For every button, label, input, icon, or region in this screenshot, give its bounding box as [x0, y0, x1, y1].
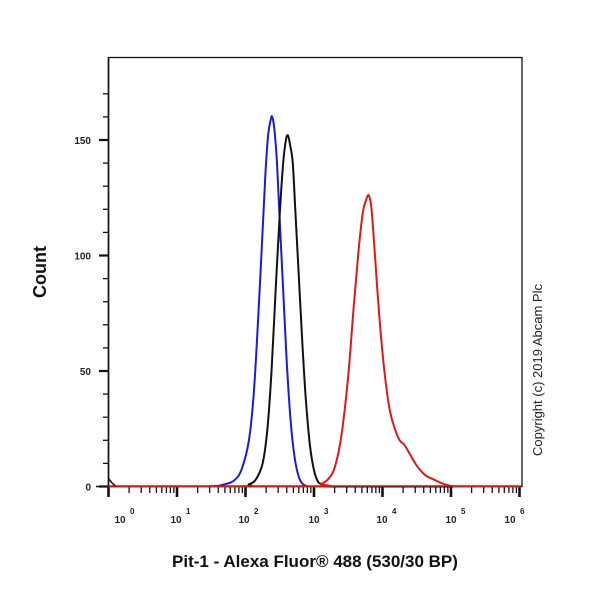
copyright-text: Copyright (c) 2019 Abcam Plc — [530, 284, 545, 456]
series-black-curve — [108, 134, 521, 488]
y-tick-label: 100 — [74, 252, 91, 263]
x-axis-tick-labels: 10 0 10 1 10 2 10 3 10 4 10 5 10 6 — [114, 507, 525, 526]
histogram-series — [107, 115, 521, 488]
x-tick-exponent: 6 — [520, 507, 525, 516]
series-red-curve — [108, 194, 521, 488]
x-tick-exponent: 5 — [461, 507, 466, 516]
x-tick-label: 10 — [114, 515, 126, 526]
y-tick-label: 150 — [74, 136, 91, 147]
y-axis-ticks — [99, 93, 109, 488]
x-tick-exponent: 0 — [130, 507, 135, 516]
y-tick-label: 0 — [85, 483, 91, 494]
x-tick-label: 10 — [238, 515, 250, 526]
y-tick-label: 50 — [80, 367, 92, 378]
x-tick-label: 10 — [308, 515, 320, 526]
x-tick-exponent: 2 — [254, 507, 259, 516]
x-tick-label: 10 — [376, 515, 388, 526]
x-tick-label: 10 — [445, 515, 457, 526]
y-axis-tick-labels: 0 50 100 150 — [74, 136, 91, 494]
x-axis-title: Pit-1 - Alexa Fluor® 488 (530/30 BP) — [172, 552, 458, 571]
plot-frame — [107, 56, 523, 488]
x-tick-exponent: 4 — [392, 507, 397, 516]
x-tick-exponent: 3 — [324, 507, 329, 516]
x-tick-exponent: 1 — [186, 507, 191, 516]
x-tick-label: 10 — [170, 515, 182, 526]
x-axis-ticks — [107, 486, 521, 497]
y-axis-title: Count — [30, 246, 50, 298]
x-tick-label: 10 — [504, 515, 516, 526]
series-blue-curve — [108, 115, 521, 488]
